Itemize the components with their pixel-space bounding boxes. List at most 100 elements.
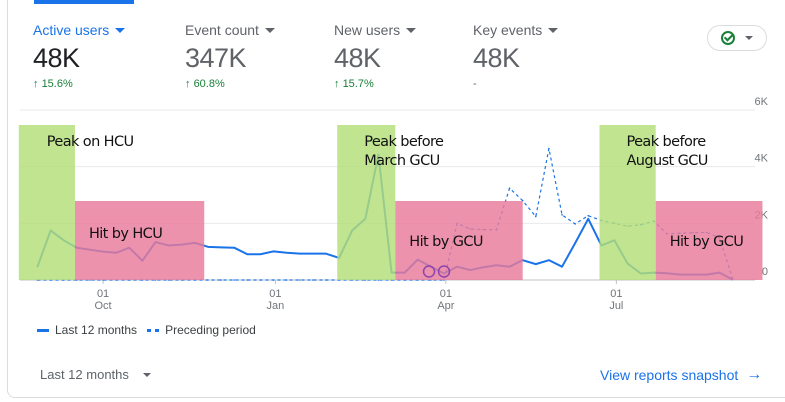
data-point: [312, 252, 314, 255]
data-point: [259, 253, 262, 256]
y-tick-label: 6K: [755, 96, 769, 108]
marker-circle: [437, 265, 451, 278]
peak-highlight: [18, 125, 75, 280]
data-point: [548, 147, 550, 150]
metric-delta: -: [473, 78, 477, 90]
delta-value: 15.6%: [41, 78, 73, 90]
data-point: [508, 187, 511, 189]
metric-event-count[interactable]: Event count 347K ↑ 60.8%: [185, 22, 275, 90]
data-point: [535, 215, 537, 218]
data-point: [535, 263, 537, 265]
y-tick-label: 4K: [755, 153, 769, 165]
x-tick-month: Apr: [437, 300, 454, 312]
metric-dropdown[interactable]: Active users: [33, 22, 126, 38]
date-range-dropdown[interactable]: Last 12 months: [40, 367, 151, 382]
annotation-label: Peak on HCU: [47, 134, 134, 150]
metric-delta: ↑ 15.6%: [33, 78, 73, 90]
metric-label: Event count: [185, 22, 259, 38]
legend-dashed-swatch: [147, 328, 160, 332]
delta-value: 15.7%: [342, 78, 374, 90]
data-point: [285, 252, 288, 254]
marker-circle: [422, 265, 436, 278]
snapshot-label: View reports snapshot: [600, 367, 739, 383]
data-point: [312, 279, 314, 281]
check-circle-icon: [721, 31, 735, 45]
date-range-label: Last 12 months: [40, 367, 129, 382]
data-point: [207, 246, 209, 248]
annotation-label: Hit by GCU: [670, 234, 744, 250]
x-tick-month: Jan: [267, 300, 285, 312]
annotation-label: Hit by HCU: [89, 226, 162, 242]
metric-active-users[interactable]: Active users 48K ↑ 15.6%: [33, 22, 126, 90]
peak-highlight: [337, 125, 396, 280]
metric-label: Key events: [473, 22, 543, 38]
hit-highlight: [395, 201, 523, 280]
data-point: [233, 279, 235, 281]
annotation-label: Peak before August GCU: [626, 134, 707, 169]
data-point: [272, 279, 275, 281]
metric-new-users[interactable]: New users 48K ↑ 15.7%: [334, 22, 417, 90]
x-tick-month: Jul: [609, 300, 623, 312]
data-point: [548, 259, 550, 261]
metric-value: 48K: [33, 43, 80, 73]
hit-highlight: [655, 201, 763, 280]
data-point: [561, 214, 563, 216]
data-point: [574, 242, 576, 244]
data-point: [325, 279, 327, 281]
x-tick-day: 01: [269, 288, 281, 300]
data-point: [207, 279, 209, 281]
chart-legend: Last 12 months Preceding period: [37, 323, 256, 337]
data-point: [233, 246, 235, 249]
data-point: [561, 265, 563, 268]
legend-label: Last 12 months: [55, 323, 138, 337]
line-chart: 02K4K6K01Oct01Jan01Apr01JulPeak on HCUHi…: [18, 96, 769, 312]
caret-down-icon: [548, 27, 559, 33]
metric-delta: ↑ 60.8%: [185, 78, 225, 90]
hit-highlight: [74, 201, 205, 280]
data-point: [272, 250, 275, 253]
data-quality-dropdown[interactable]: [707, 25, 767, 51]
x-tick-day: 01: [610, 288, 622, 300]
data-point: [259, 279, 262, 281]
caret-down-icon: [115, 27, 126, 33]
caret-down-icon: [745, 36, 753, 40]
metric-label: Active users: [33, 22, 110, 38]
arrow-right-icon: →: [746, 366, 763, 383]
data-point: [220, 279, 222, 281]
annotation-label: Peak before March GCU: [364, 134, 444, 169]
view-reports-snapshot-link[interactable]: View reports snapshot →: [600, 366, 762, 384]
metric-label: New users: [334, 22, 401, 38]
peak-highlight: [599, 125, 656, 280]
metric-value: 347K: [185, 43, 247, 73]
data-point: [246, 253, 249, 256]
metric-value: 48K: [473, 43, 520, 73]
caret-down-icon: [264, 27, 275, 33]
overview-card: [7, 0, 785, 398]
caret-down-icon: [142, 372, 151, 377]
data-point: [574, 223, 576, 225]
y-tick-label: 0: [762, 266, 768, 278]
legend-label: Preceding period: [165, 323, 256, 337]
metric-dropdown[interactable]: New users: [334, 22, 417, 38]
data-point: [587, 218, 590, 220]
metric-key-events[interactable]: Key events 48K -: [473, 22, 559, 90]
metric-value: 48K: [334, 43, 381, 73]
x-tick-day: 01: [97, 288, 109, 300]
delta-value: 60.8%: [193, 78, 225, 90]
data-point: [325, 252, 327, 255]
data-point: [298, 252, 301, 255]
data-point: [220, 246, 222, 249]
metric-dropdown[interactable]: Key events: [473, 22, 559, 38]
data-point: [285, 279, 288, 281]
metric-delta: ↑ 15.7%: [334, 78, 374, 90]
metric-dropdown[interactable]: Event count: [185, 22, 275, 38]
data-point: [298, 279, 301, 281]
selected-tab-indicator: [34, 0, 134, 4]
x-tick-day: 01: [440, 288, 452, 300]
x-tick-month: Oct: [95, 300, 112, 312]
data-point: [587, 214, 590, 217]
data-point: [246, 279, 249, 281]
caret-down-icon: [406, 27, 417, 33]
legend-solid-swatch: [37, 328, 49, 332]
annotation-label: Hit by GCU: [409, 234, 483, 250]
